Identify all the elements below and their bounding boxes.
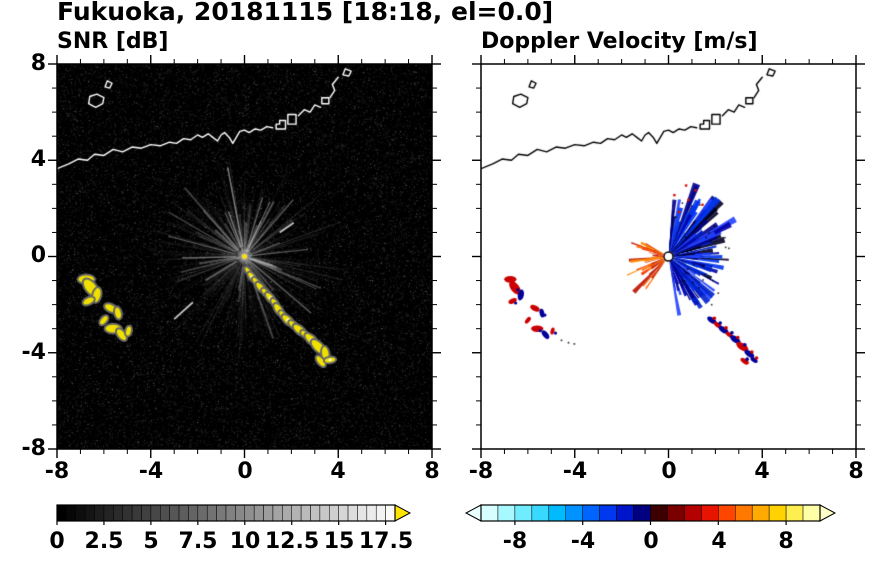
snr-cbar-label: 10	[229, 529, 261, 554]
doppler-panel-title: Doppler Velocity [m/s]	[481, 29, 758, 54]
x-tick-label: 0	[237, 459, 253, 484]
snr-cbar-label: 5	[143, 529, 159, 554]
snr-panel-title: SNR [dB]	[57, 29, 169, 54]
snr-cbar-label: 7.5	[178, 529, 218, 554]
x-tick-label: 4	[330, 459, 346, 484]
x-tick-label: -8	[44, 459, 70, 484]
snr-cbar-label: 0	[49, 529, 65, 554]
y-tick-label: 0	[30, 243, 46, 268]
velocity-cbar-label: -8	[502, 529, 528, 554]
velocity-cbar-label: 8	[778, 529, 794, 554]
velocity-cbar-label: 4	[711, 529, 727, 554]
x-tick-label: 4	[754, 459, 770, 484]
snr-cbar-label: 15	[323, 529, 355, 554]
figure-title: Fukuoka, 20181115 [18:18, el=0.0]	[57, 0, 554, 26]
snr-cbar-label: 17.5	[358, 529, 414, 554]
snr-panel-image	[57, 64, 432, 449]
y-tick-label: 4	[30, 147, 46, 172]
velocity-cbar-label: -4	[570, 529, 596, 554]
x-tick-label: -4	[138, 459, 164, 484]
velocity-cbar-label: 0	[643, 529, 659, 554]
x-tick-label: -4	[562, 459, 588, 484]
x-tick-label: 8	[848, 459, 864, 484]
snr-cbar-label: 12.5	[264, 529, 320, 554]
y-tick-label: -4	[21, 340, 46, 365]
x-tick-label: 8	[424, 459, 440, 484]
snr-cbar-label: 2.5	[84, 529, 124, 554]
y-tick-label: 8	[30, 51, 46, 76]
x-tick-label: 0	[661, 459, 677, 484]
doppler-panel-image	[481, 64, 856, 449]
x-tick-label: -8	[468, 459, 494, 484]
y-tick-label: -8	[21, 436, 46, 461]
